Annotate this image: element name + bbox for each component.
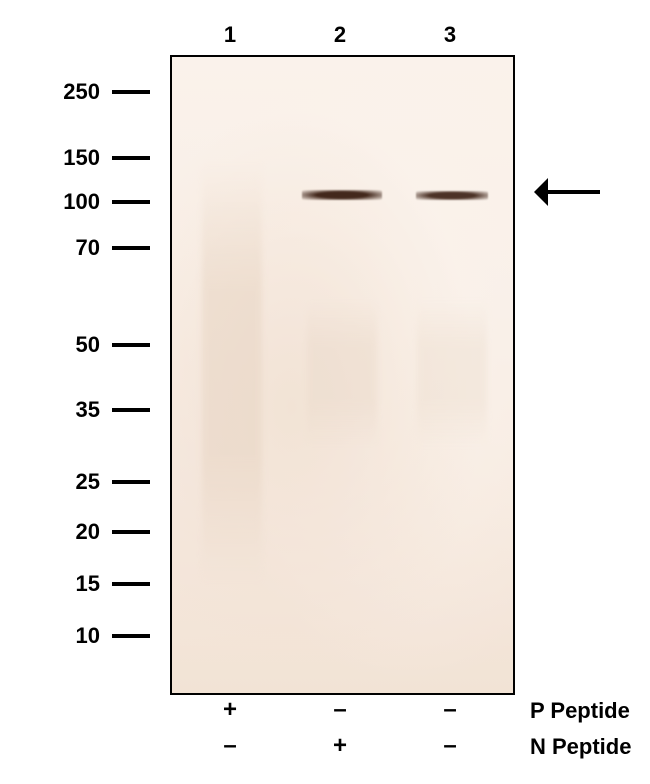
peptide-presence-cell: + (210, 696, 250, 724)
mw-marker-label: 150 (40, 145, 100, 171)
lane-number-label: 3 (430, 22, 470, 48)
mw-marker-label: 70 (40, 235, 100, 261)
protein-band (302, 190, 382, 200)
peptide-row-label: N Peptide (530, 734, 631, 760)
mw-marker-label: 10 (40, 623, 100, 649)
mw-marker-tick (112, 634, 150, 638)
mw-marker-tick (112, 156, 150, 160)
lane-smear (417, 299, 487, 449)
peptide-row-label: P Peptide (530, 698, 630, 724)
mw-marker-tick (112, 246, 150, 250)
target-band-arrow-head (534, 178, 548, 206)
lane-number-label: 1 (210, 22, 250, 48)
peptide-presence-cell: – (430, 696, 470, 724)
mw-marker-label: 50 (40, 332, 100, 358)
western-blot-figure: 1 2 3 250 150 100 70 50 35 25 20 15 10 + – – P Peptide – +… (0, 0, 650, 784)
target-band-arrow (548, 190, 600, 194)
protein-band (416, 191, 488, 200)
peptide-presence-cell: – (320, 696, 360, 724)
lane-smear (202, 160, 262, 586)
peptide-presence-cell: – (430, 732, 470, 760)
mw-marker-tick (112, 90, 150, 94)
blot-membrane-box (170, 55, 515, 695)
mw-marker-label: 20 (40, 519, 100, 545)
mw-marker-tick (112, 343, 150, 347)
mw-marker-label: 250 (40, 79, 100, 105)
mw-marker-label: 100 (40, 189, 100, 215)
peptide-presence-cell: + (320, 732, 360, 760)
mw-marker-label: 15 (40, 571, 100, 597)
mw-marker-tick (112, 480, 150, 484)
mw-marker-tick (112, 200, 150, 204)
lane-number-label: 2 (320, 22, 360, 48)
mw-marker-tick (112, 530, 150, 534)
mw-marker-tick (112, 408, 150, 412)
mw-marker-label: 35 (40, 397, 100, 423)
mw-marker-tick (112, 582, 150, 586)
lane-smear (307, 299, 377, 449)
mw-marker-label: 25 (40, 469, 100, 495)
peptide-presence-cell: – (210, 732, 250, 760)
